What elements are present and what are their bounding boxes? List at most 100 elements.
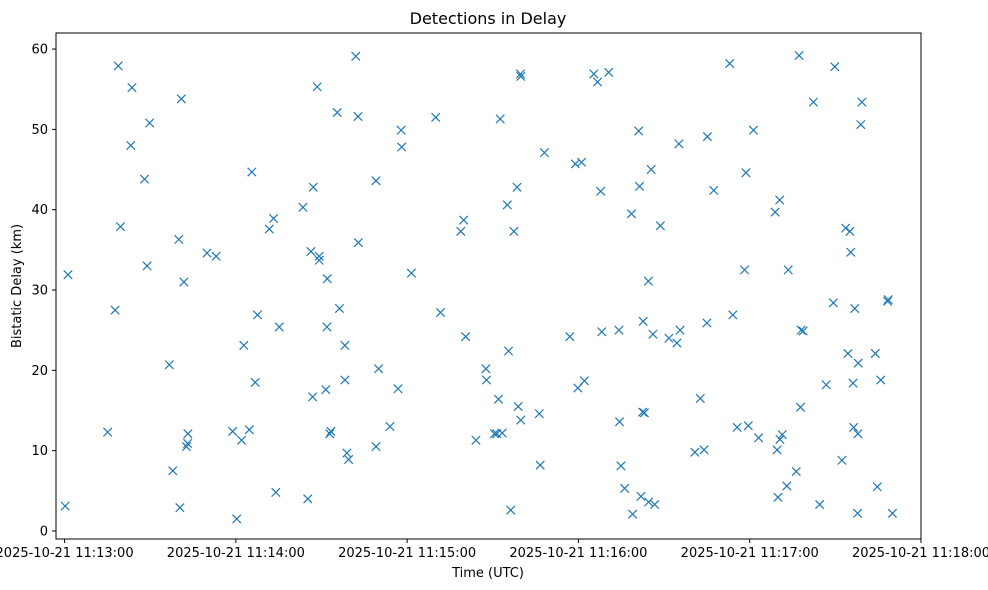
data-point bbox=[252, 310, 263, 320]
data-point bbox=[303, 494, 313, 504]
data-point bbox=[828, 298, 838, 308]
data-point bbox=[690, 447, 700, 457]
data-point bbox=[373, 364, 384, 374]
data-point bbox=[471, 435, 481, 445]
data-point bbox=[773, 492, 783, 502]
data-point bbox=[655, 221, 665, 231]
chart-title: Detections in Delay bbox=[410, 9, 567, 28]
data-point bbox=[739, 265, 750, 275]
data-point bbox=[853, 429, 863, 439]
data-point bbox=[232, 514, 242, 524]
data-point bbox=[674, 139, 684, 149]
data-point bbox=[576, 157, 587, 167]
y-tick-label: 40 bbox=[31, 203, 48, 218]
data-point bbox=[597, 327, 607, 337]
data-point bbox=[322, 322, 332, 332]
data-point bbox=[796, 325, 806, 335]
data-point bbox=[431, 112, 441, 122]
data-point bbox=[848, 378, 858, 388]
data-point bbox=[113, 61, 123, 71]
data-point bbox=[565, 331, 575, 342]
data-point bbox=[175, 503, 185, 513]
data-point bbox=[732, 422, 742, 432]
data-point bbox=[620, 483, 630, 494]
data-point bbox=[110, 305, 120, 315]
data-point bbox=[794, 50, 804, 61]
data-point bbox=[515, 69, 526, 79]
data-point bbox=[503, 346, 514, 356]
data-point bbox=[887, 508, 898, 518]
data-point bbox=[643, 276, 653, 286]
data-point bbox=[846, 247, 856, 257]
y-tick-label: 10 bbox=[31, 444, 48, 459]
data-point bbox=[791, 466, 801, 477]
data-point bbox=[857, 97, 867, 107]
data-point bbox=[845, 226, 855, 237]
data-point bbox=[343, 454, 354, 465]
data-point bbox=[843, 348, 853, 359]
data-point bbox=[314, 255, 324, 265]
data-point bbox=[509, 226, 519, 237]
data-point bbox=[512, 182, 522, 192]
data-point bbox=[628, 509, 638, 519]
data-point bbox=[837, 455, 847, 465]
data-point bbox=[176, 94, 186, 104]
data-point bbox=[342, 448, 352, 458]
data-point bbox=[325, 429, 335, 439]
y-tick-label: 20 bbox=[31, 364, 48, 379]
data-point bbox=[314, 251, 324, 261]
data-point bbox=[821, 380, 831, 390]
y-tick-label: 30 bbox=[31, 284, 48, 299]
data-point bbox=[489, 429, 500, 439]
data-point bbox=[145, 118, 155, 128]
data-point bbox=[506, 505, 516, 515]
data-point bbox=[634, 181, 645, 192]
data-point bbox=[775, 195, 785, 205]
data-point bbox=[456, 226, 466, 237]
data-point bbox=[725, 58, 735, 69]
x-tick-label: 2025-10-21 11:17:00 bbox=[681, 546, 819, 561]
data-point bbox=[743, 421, 753, 431]
data-point bbox=[795, 402, 806, 412]
data-point bbox=[636, 491, 646, 502]
x-tick-label: 2025-10-21 11:13:00 bbox=[0, 546, 134, 561]
data-point bbox=[770, 207, 780, 217]
data-point bbox=[699, 445, 709, 455]
data-point bbox=[406, 268, 417, 278]
data-point bbox=[334, 303, 345, 314]
y-axis-ticks: 0 10 20 30 40 50 60 bbox=[31, 43, 56, 539]
data-point bbox=[534, 409, 544, 419]
data-point bbox=[777, 429, 787, 440]
data-point bbox=[239, 340, 249, 351]
data-point bbox=[695, 393, 705, 404]
data-point bbox=[539, 148, 550, 158]
data-point bbox=[312, 82, 322, 92]
data-point bbox=[174, 234, 184, 245]
data-point bbox=[748, 125, 759, 135]
data-point bbox=[535, 460, 545, 470]
data-point bbox=[772, 445, 782, 455]
data-point bbox=[228, 426, 238, 436]
data-point bbox=[672, 338, 682, 348]
data-point bbox=[516, 71, 526, 81]
x-tick-label: 2025-10-21 11:15:00 bbox=[338, 546, 476, 561]
plot-frame bbox=[55, 32, 922, 540]
x-axis-label: Time (UTC) bbox=[451, 566, 524, 581]
data-point bbox=[648, 329, 658, 339]
data-point bbox=[634, 126, 644, 136]
data-point bbox=[274, 322, 284, 332]
data-point bbox=[753, 433, 764, 443]
data-point bbox=[870, 348, 880, 359]
data-point bbox=[332, 107, 342, 118]
data-point bbox=[371, 176, 381, 186]
data-point bbox=[271, 487, 281, 498]
data-point bbox=[244, 425, 254, 435]
data-point bbox=[182, 438, 193, 449]
data-point bbox=[63, 270, 73, 280]
data-point bbox=[783, 265, 793, 275]
data-point bbox=[236, 435, 247, 445]
data-point bbox=[728, 310, 738, 320]
data-point bbox=[183, 429, 193, 439]
data-point bbox=[495, 114, 505, 124]
data-point bbox=[353, 111, 363, 122]
